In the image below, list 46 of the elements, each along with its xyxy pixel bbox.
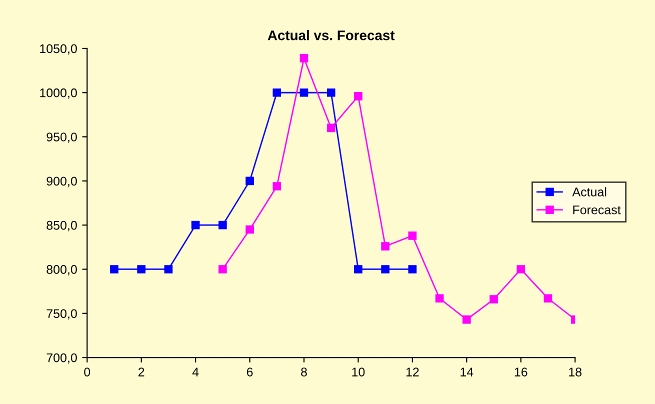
point bbox=[164, 265, 173, 274]
y-tick-label: 1000,0 bbox=[40, 88, 77, 99]
y-tick-label: 900,0 bbox=[46, 176, 77, 188]
point bbox=[490, 295, 498, 304]
point bbox=[272, 88, 282, 97]
point bbox=[110, 265, 118, 274]
y-tick-label: 700,0 bbox=[46, 353, 77, 364]
point bbox=[218, 220, 227, 230]
x-tick-label: 12 bbox=[406, 368, 419, 376]
point bbox=[300, 54, 308, 62]
point bbox=[300, 88, 308, 97]
y-tick-label: 1050,0 bbox=[40, 44, 77, 55]
point bbox=[381, 265, 390, 274]
y-tick-label: 850,0 bbox=[46, 220, 77, 232]
point bbox=[381, 242, 390, 250]
y-tick-label: 800,0 bbox=[46, 265, 77, 276]
x-tick-label: 6 bbox=[246, 368, 253, 376]
y-tick-label: 750,0 bbox=[46, 309, 77, 320]
x-tick-label: 4 bbox=[192, 368, 199, 376]
x-tick-label: 16 bbox=[514, 368, 528, 376]
point bbox=[354, 92, 362, 100]
point bbox=[408, 232, 417, 240]
point bbox=[137, 265, 146, 274]
point bbox=[462, 315, 471, 324]
x-tick-label: 0 bbox=[84, 368, 90, 376]
x-tick-label: 10 bbox=[352, 368, 365, 376]
point bbox=[246, 176, 254, 186]
legend-label: Actual bbox=[572, 187, 606, 196]
chart-title: Actual vs. Forecast bbox=[268, 30, 395, 40]
x-tick-label: 18 bbox=[569, 368, 582, 376]
point bbox=[408, 265, 417, 274]
point bbox=[544, 294, 552, 303]
legend-label: Forecast bbox=[573, 206, 621, 214]
x-tick-label: 2 bbox=[138, 368, 144, 376]
point bbox=[326, 88, 336, 97]
point bbox=[191, 220, 200, 230]
point bbox=[326, 124, 336, 132]
x-tick-label: 14 bbox=[460, 368, 474, 376]
point bbox=[516, 265, 526, 274]
point bbox=[354, 265, 362, 274]
point bbox=[246, 225, 254, 234]
point bbox=[272, 182, 282, 190]
point bbox=[218, 265, 227, 274]
x-tick-label: 8 bbox=[301, 368, 307, 376]
y-tick-label: 950,0 bbox=[46, 132, 77, 143]
point bbox=[435, 294, 444, 303]
